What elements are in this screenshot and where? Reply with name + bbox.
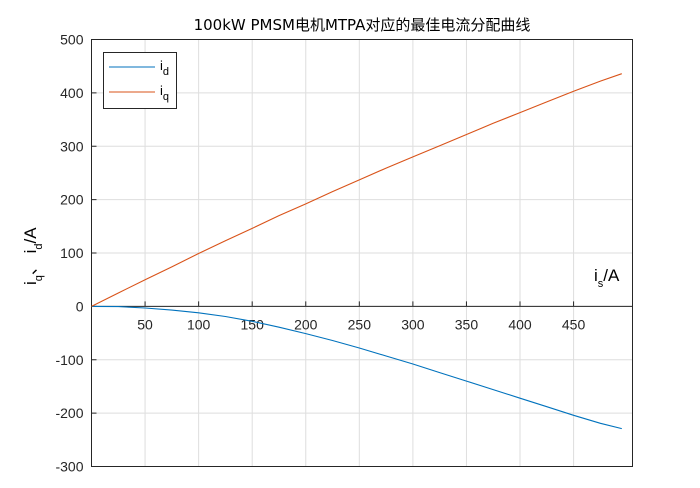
y-tick-label: 0 bbox=[76, 298, 84, 314]
y-tick-label: -300 bbox=[55, 459, 83, 475]
legend: id iq bbox=[103, 52, 177, 109]
x-tick-label: 400 bbox=[508, 316, 532, 332]
x-tick-label: 350 bbox=[455, 316, 479, 332]
y-tick-label: -100 bbox=[55, 352, 83, 368]
legend-label-iq: iq bbox=[160, 83, 169, 103]
y-axis-label: iq、 id/A bbox=[21, 227, 45, 285]
x-tick-label: 200 bbox=[294, 316, 318, 332]
x-tick-label: 300 bbox=[401, 316, 425, 332]
chart-title: 100kW PMSM电机MTPA对应的最佳电流分配曲线 bbox=[194, 16, 531, 34]
series-lines bbox=[91, 73, 622, 430]
x-ticks: 50 100 150 200 250 300 350 400 450 bbox=[137, 301, 585, 332]
legend-box bbox=[103, 52, 177, 109]
y-tick-label: 500 bbox=[60, 32, 84, 48]
series-line-iq bbox=[91, 73, 622, 307]
x-tick-label: 50 bbox=[137, 316, 153, 332]
x-tick-label: 150 bbox=[241, 316, 265, 332]
legend-label-id: id bbox=[160, 58, 169, 78]
y-tick-label: -200 bbox=[55, 405, 83, 421]
y-tick-label: 100 bbox=[60, 245, 84, 261]
y-ticks: -300 -200 -100 0 100 200 300 400 500 bbox=[55, 32, 97, 475]
x-tick-label: 100 bbox=[187, 316, 211, 332]
series-line-id bbox=[91, 305, 622, 430]
x-tick-label: 450 bbox=[562, 316, 586, 332]
y-tick-label: 300 bbox=[60, 138, 84, 154]
x-axis-label: is/A bbox=[594, 266, 620, 290]
y-tick-label: 200 bbox=[60, 192, 84, 208]
y-tick-label: 400 bbox=[60, 85, 84, 101]
x-tick-label: 250 bbox=[348, 316, 372, 332]
